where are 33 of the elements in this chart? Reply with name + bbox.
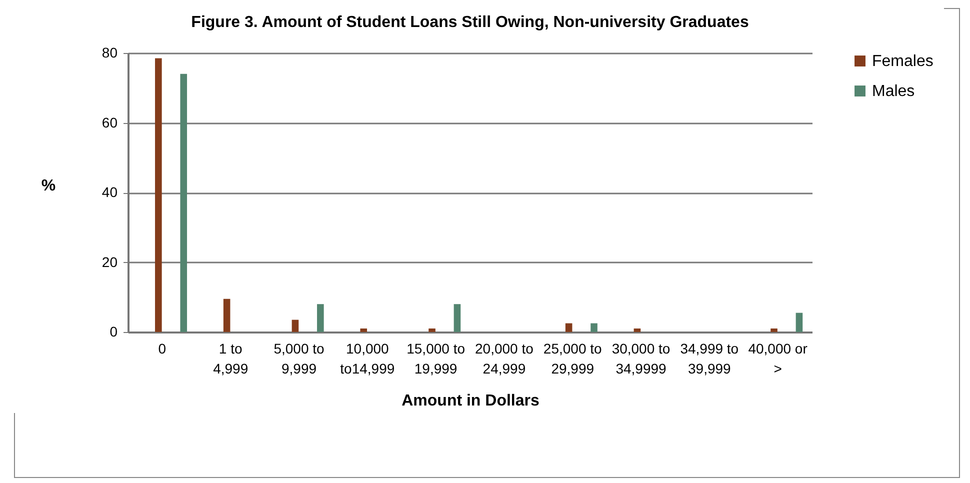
y-tick-label: 60 — [102, 114, 118, 130]
x-tick-label: 30,000 to 34,9999 — [612, 340, 670, 376]
bar — [634, 328, 641, 332]
legend-label: Females — [872, 53, 934, 70]
x-tick-label: 0 — [158, 340, 166, 356]
chart-title: Figure 3. Amount of Student Loans Still Owing, Non-university Graduates — [191, 14, 749, 31]
bar — [796, 312, 803, 332]
y-axis-title: % — [41, 178, 56, 194]
x-axis-title: Amount in Dollars — [402, 392, 540, 410]
x-tick-label: 15,000 to 19,999 — [406, 340, 466, 376]
bar — [770, 328, 778, 332]
bar — [223, 298, 230, 332]
bar — [360, 328, 368, 332]
x-tick-label: 34,999 to 39,999 — [680, 340, 739, 376]
bar — [317, 304, 324, 332]
legend-label: Males — [872, 83, 915, 100]
x-tick-label: 5,000 to 9,999 — [274, 340, 325, 376]
bar — [180, 74, 188, 332]
bar — [565, 323, 572, 332]
x-tick-label: 20,000 to 24,999 — [475, 340, 534, 376]
bar — [590, 323, 598, 332]
y-tick-label: 20 — [102, 254, 118, 270]
y-tick-label: 80 — [102, 44, 118, 60]
x-tick-label: 10,000 to14,999 — [340, 340, 395, 376]
x-tick-label: 1 to 4,999 — [213, 340, 248, 376]
bar — [292, 320, 299, 332]
bar — [155, 58, 162, 332]
y-tick-label: 0 — [110, 324, 118, 340]
y-tick-label: 40 — [102, 184, 118, 200]
bar — [428, 328, 436, 332]
x-tick-label: 25,000 to 29,999 — [543, 340, 602, 376]
bar — [454, 304, 461, 332]
x-tick-label: 40,000 or > — [748, 340, 808, 376]
